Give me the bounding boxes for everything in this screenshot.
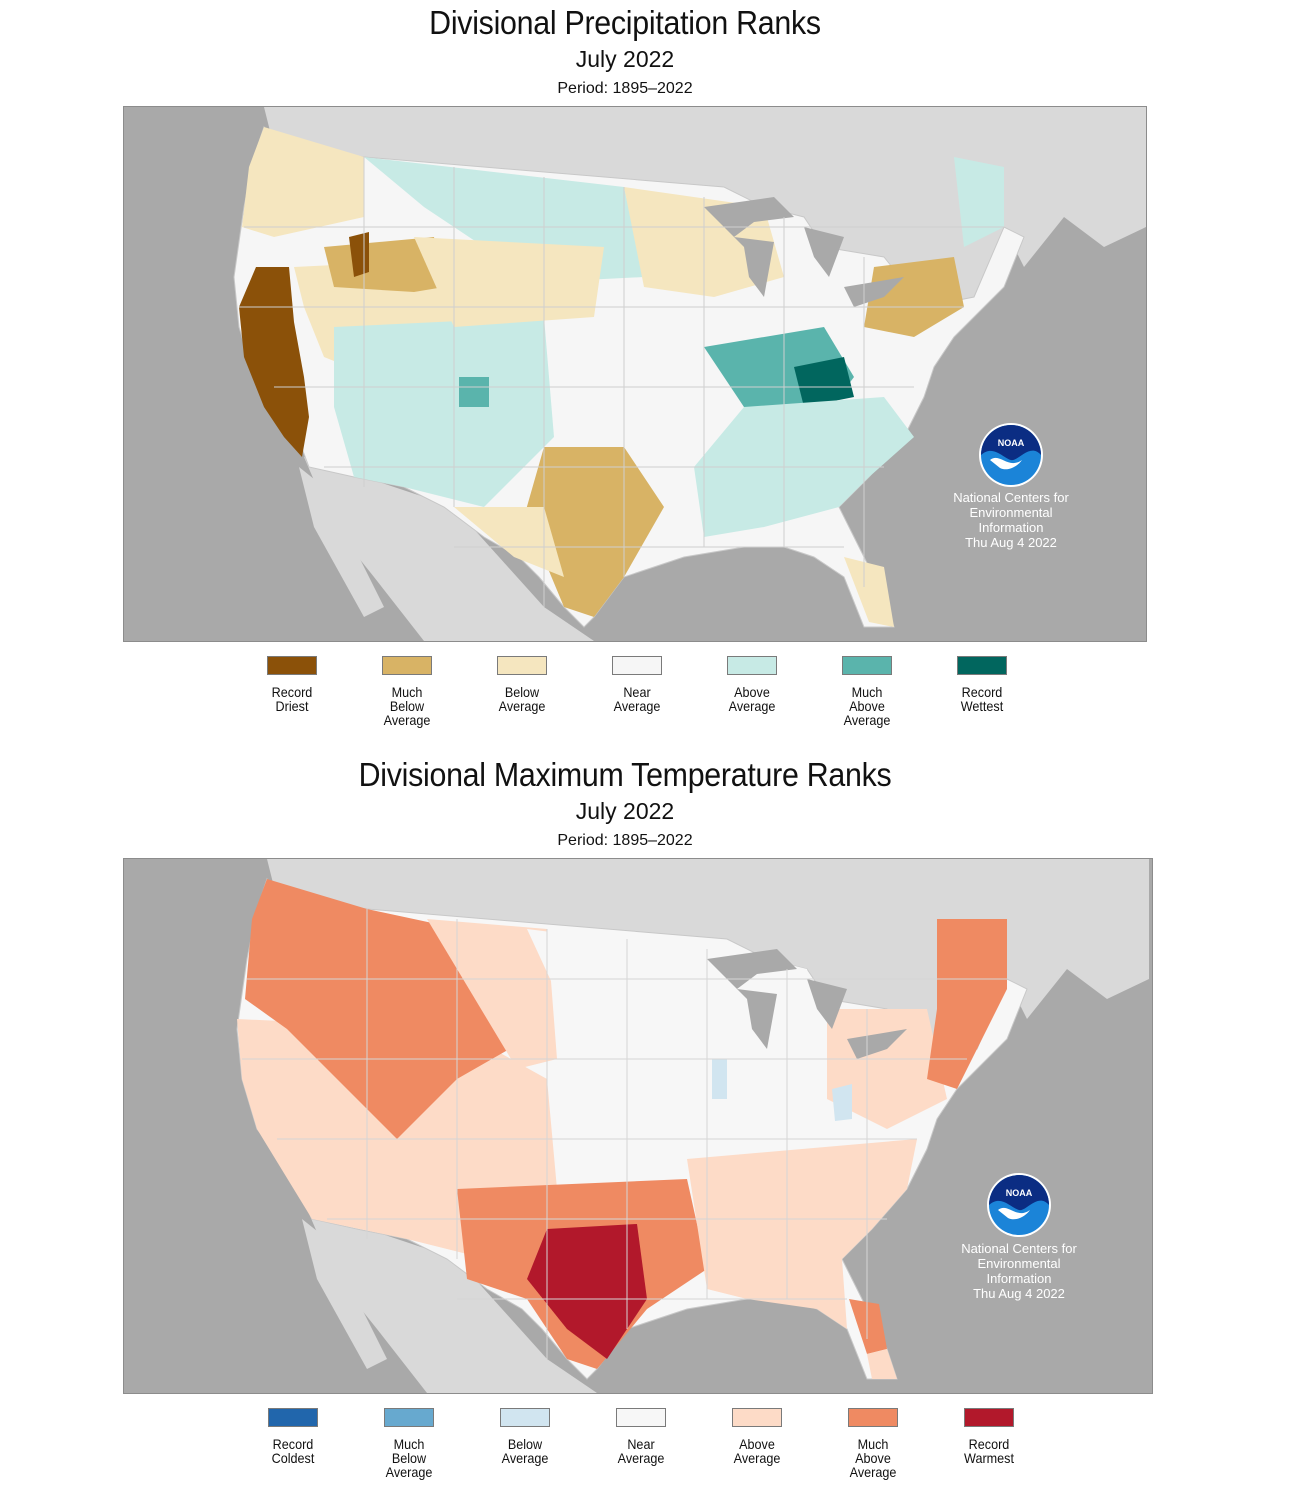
legend-item-record-warmest: Record Warmest xyxy=(934,1408,1044,1465)
legend-item-above: Above Average xyxy=(697,656,807,713)
map-subtitle: July 2022 xyxy=(575,798,675,824)
division-lines xyxy=(242,909,1007,1359)
region-southwest xyxy=(334,317,554,507)
region-florida-much xyxy=(849,1299,887,1354)
region-maine xyxy=(954,157,1004,247)
map-period: Period: 1895–2022 xyxy=(557,80,693,97)
precipitation-panel: Divisional Precipitation Ranks July 2022… xyxy=(0,0,1296,745)
precipitation-map-svg xyxy=(233,107,1146,641)
legend-label: Below Average xyxy=(498,684,546,714)
legend-label: Below Average xyxy=(501,1436,549,1466)
legend-item-below: Below Average xyxy=(467,656,577,713)
region-texas-record xyxy=(527,1224,647,1359)
legend-label: Record Coldest xyxy=(271,1436,315,1466)
region-florida xyxy=(844,557,894,627)
max-temperature-legend: Record Coldest Much Below Average Below … xyxy=(0,1408,1296,1498)
legend-item-much-below: Much Below Average xyxy=(352,656,462,727)
ncei-credit: National Centers for Environmental Infor… xyxy=(953,490,1069,550)
precipitation-map: NOAA National Centers for Environmental … xyxy=(123,106,1147,642)
region-california xyxy=(239,267,309,457)
legend-label: Much Below Average xyxy=(385,1436,433,1480)
great-lakes xyxy=(707,949,907,1059)
legend-label: Record Wettest xyxy=(960,684,1004,714)
division-lines xyxy=(239,157,1004,607)
noaa-logo: NOAA xyxy=(978,422,1044,488)
great-lakes xyxy=(704,197,904,307)
legend-item-near: Near Average xyxy=(586,1408,696,1465)
region-colorado xyxy=(459,377,489,407)
legend-label: Much Above Average xyxy=(843,684,891,728)
mexico-land xyxy=(304,457,594,641)
noaa-logo-svg: NOAA xyxy=(987,1173,1051,1237)
legend-swatch xyxy=(732,1408,782,1427)
legend-label: Much Above Average xyxy=(849,1436,897,1480)
region-montana xyxy=(414,237,604,327)
noaa-logo-text: NOAA xyxy=(998,438,1025,448)
precipitation-legend: Record Driest Much Below Average Below A… xyxy=(0,656,1296,746)
legend-item-record-coldest: Record Coldest xyxy=(238,1408,348,1465)
map-period: Period: 1895–2022 xyxy=(557,832,693,849)
region-indiana-below xyxy=(712,1059,727,1099)
legend-swatch xyxy=(382,656,432,675)
noaa-logo-svg: NOAA xyxy=(979,423,1043,487)
mexico-land xyxy=(307,1209,597,1393)
ncei-credit: National Centers for Environmental Infor… xyxy=(961,1241,1077,1301)
region-kentucky xyxy=(794,357,854,407)
region-new-england-much xyxy=(927,919,1007,1089)
region-texas-west xyxy=(454,507,564,577)
map-title: Divisional Maximum Temperature Ranks xyxy=(358,756,892,793)
max-temperature-panel: Divisional Maximum Temperature Ranks Jul… xyxy=(0,752,1296,1497)
legend-item-record-wettest: Record Wettest xyxy=(927,656,1037,713)
baja-land xyxy=(302,1219,387,1369)
legend-label: Near Average xyxy=(613,684,661,714)
legend-swatch xyxy=(964,1408,1014,1427)
legend-swatch xyxy=(848,1408,898,1427)
legend-swatch xyxy=(842,656,892,675)
legend-item-much-above: Much Above Average xyxy=(812,656,922,727)
legend-label: Near Average xyxy=(617,1436,665,1466)
legend-label: Much Below Average xyxy=(383,684,431,728)
legend-label: Record Warmest xyxy=(964,1436,1014,1466)
max-temperature-map-svg xyxy=(236,859,1149,1393)
noaa-logo: NOAA xyxy=(986,1172,1052,1238)
baja-land xyxy=(299,467,384,617)
legend-item-much-above: Much Above Average xyxy=(818,1408,928,1479)
legend-swatch xyxy=(957,656,1007,675)
region-north-plains-warm xyxy=(427,919,557,1069)
legend-item-record-driest: Record Driest xyxy=(237,656,347,713)
legend-swatch xyxy=(727,656,777,675)
legend-swatch xyxy=(612,656,662,675)
region-pacific-nw xyxy=(242,127,364,237)
region-southeast-warm xyxy=(687,1139,917,1329)
region-wv-below xyxy=(832,1084,852,1121)
max-temperature-map: NOAA National Centers for Environmental … xyxy=(123,858,1153,1394)
legend-swatch xyxy=(497,656,547,675)
legend-item-near: Near Average xyxy=(582,656,692,713)
legend-swatch xyxy=(384,1408,434,1427)
legend-swatch xyxy=(616,1408,666,1427)
map-subtitle: July 2022 xyxy=(575,46,675,72)
legend-label: Above Average xyxy=(728,684,776,714)
map-title: Divisional Precipitation Ranks xyxy=(429,4,821,41)
noaa-logo-text: NOAA xyxy=(1006,1188,1033,1198)
region-northeast xyxy=(864,257,964,337)
legend-item-below: Below Average xyxy=(470,1408,580,1465)
legend-swatch xyxy=(267,656,317,675)
legend-item-above: Above Average xyxy=(702,1408,812,1465)
legend-swatch xyxy=(268,1408,318,1427)
legend-label: Record Driest xyxy=(271,684,313,714)
legend-swatch xyxy=(500,1408,550,1427)
legend-item-much-below: Much Below Average xyxy=(354,1408,464,1479)
canada-land xyxy=(264,107,1146,307)
legend-label: Above Average xyxy=(733,1436,781,1466)
canada-land xyxy=(267,859,1149,1059)
region-florida-south xyxy=(867,1349,897,1379)
